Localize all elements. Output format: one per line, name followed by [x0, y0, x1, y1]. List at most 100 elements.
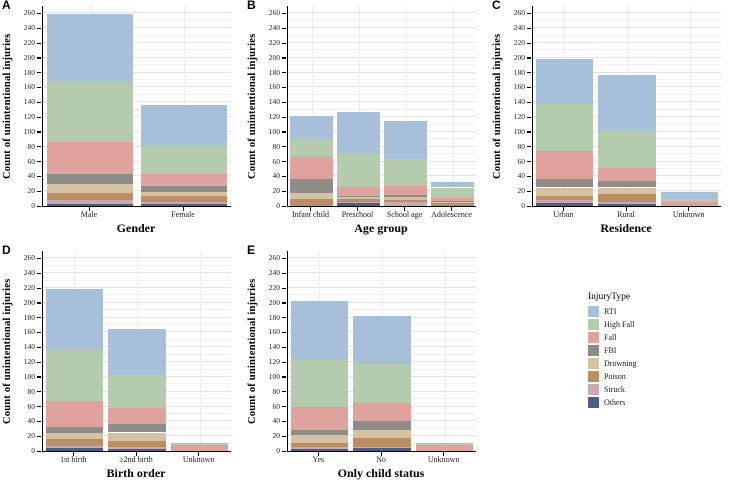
- bar-segment-drowning: [45, 433, 104, 440]
- panel-letter-a: A: [2, 0, 11, 12]
- legend-label: Poison: [604, 372, 626, 381]
- y-tick-mark: [527, 131, 531, 133]
- y-tick-label: 60: [272, 156, 281, 166]
- y-tick-mark: [527, 101, 531, 103]
- bar-segment-fbi: [598, 180, 656, 188]
- gridline: [288, 93, 476, 95]
- bar-segment-rti: [660, 191, 719, 200]
- legend-label: Struck: [604, 385, 625, 394]
- y-tick-label: 220: [513, 38, 525, 48]
- legend-item-high-fall: High Fall: [588, 319, 708, 330]
- y-tick-label: 160: [23, 327, 35, 337]
- legend-swatch: [588, 319, 599, 330]
- legend-item-rti: RTI: [588, 306, 708, 317]
- gridline: [288, 49, 476, 51]
- y-tick-mark: [37, 302, 41, 304]
- gridline: [288, 130, 476, 132]
- x-axis-title: Age group: [354, 221, 408, 235]
- y-tick-label: 120: [23, 112, 35, 122]
- y-tick-mark: [37, 420, 41, 423]
- y-tick-mark: [527, 146, 531, 148]
- y-tick-mark: [282, 146, 286, 148]
- bar-segment-drowning: [336, 197, 381, 200]
- y-tick-label: 80: [272, 141, 281, 151]
- bar-segment-fbi: [535, 178, 594, 188]
- bar-segment-fbi: [108, 423, 166, 433]
- gridline: [288, 175, 476, 177]
- bar-segment-others: [46, 203, 134, 206]
- gridline: [288, 160, 476, 162]
- bar-segment-fbi: [46, 174, 134, 184]
- y-tick-label: 0: [521, 201, 525, 210]
- y-tick-mark: [282, 435, 286, 437]
- bar-segment-high-fall: [108, 374, 166, 409]
- bar-segment-drowning: [353, 429, 411, 438]
- bar-segment-drowning: [289, 192, 334, 199]
- gridline: [288, 42, 476, 44]
- y-tick-mark: [37, 131, 41, 133]
- plot-area: [42, 6, 231, 207]
- y-tick-label: 0: [31, 201, 35, 210]
- bar-segment-fbi: [336, 196, 381, 198]
- y-tick-label: 0: [276, 446, 280, 455]
- y-tick-label: 220: [23, 283, 35, 293]
- gridline: [43, 19, 231, 21]
- bar-segment-fbi: [140, 186, 228, 192]
- y-tick-mark: [282, 406, 286, 408]
- y-tick-label: 240: [513, 23, 525, 33]
- y-tick-mark: [37, 257, 41, 260]
- bar-segment-fall: [289, 157, 334, 180]
- bar-segment-high-fall: [598, 131, 656, 169]
- y-tick-mark: [37, 287, 41, 289]
- bar-segment-poison: [289, 198, 334, 206]
- plot-area: [42, 251, 231, 452]
- x-tick-mark: [72, 452, 75, 456]
- stacked-bar-unknown: [170, 442, 229, 451]
- y-tick-mark: [282, 101, 286, 103]
- bar-segment-high-fall: [140, 146, 228, 175]
- bar-segment-fall: [535, 151, 594, 179]
- y-tick-mark: [37, 86, 41, 89]
- y-tick-mark: [282, 161, 286, 163]
- gridline: [358, 6, 360, 206]
- bar-segment-struck: [336, 201, 381, 204]
- bar-segment-poison: [290, 442, 349, 447]
- y-tick-mark: [282, 175, 286, 178]
- gridline: [288, 153, 476, 155]
- y-tick-label: 80: [272, 386, 281, 396]
- bar-segment-fbi: [383, 194, 428, 198]
- bar-segment-fall: [353, 402, 411, 421]
- gridline: [43, 175, 231, 177]
- y-tick-mark: [37, 146, 41, 148]
- y-tick-mark: [527, 42, 531, 44]
- y-tick-label: 200: [23, 52, 35, 62]
- bar-segment-high-fall: [353, 364, 411, 403]
- x-tick-label: ≥2nd birth: [119, 455, 153, 464]
- y-tick-label: 140: [513, 97, 525, 107]
- y-tick-mark: [527, 175, 531, 178]
- bar-segment-fall: [430, 197, 475, 201]
- gridline: [452, 6, 454, 206]
- bar-segment-rti: [289, 116, 334, 139]
- gridline: [288, 19, 476, 21]
- y-tick-label: 200: [268, 297, 280, 307]
- bar-segment-fall: [140, 174, 228, 186]
- gridline: [199, 251, 201, 451]
- x-tick-label: School age: [386, 210, 423, 219]
- bar-segment-high-fall: [46, 82, 134, 142]
- x-tick-label: Male: [80, 210, 98, 219]
- stacked-bar-female: [140, 105, 228, 206]
- legend-item-fbi: FBI: [588, 345, 708, 356]
- y-tick-label: 20: [27, 186, 36, 196]
- bar-segment-drowning: [140, 191, 228, 196]
- bar-segment-poison: [46, 193, 134, 201]
- bar-segment-drowning: [430, 201, 475, 204]
- gridline: [43, 130, 231, 132]
- y-tick-mark: [527, 57, 531, 59]
- y-tick-mark: [37, 190, 41, 192]
- y-tick-label: 160: [23, 82, 35, 92]
- y-tick-mark: [282, 317, 286, 319]
- panel-letter-e: E: [247, 243, 256, 257]
- y-tick-mark: [37, 205, 41, 207]
- bar-segment-drowning: [598, 187, 656, 195]
